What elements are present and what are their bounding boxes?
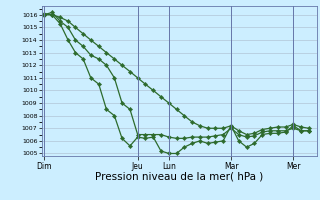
X-axis label: Pression niveau de la mer( hPa ): Pression niveau de la mer( hPa ) [95,172,263,182]
